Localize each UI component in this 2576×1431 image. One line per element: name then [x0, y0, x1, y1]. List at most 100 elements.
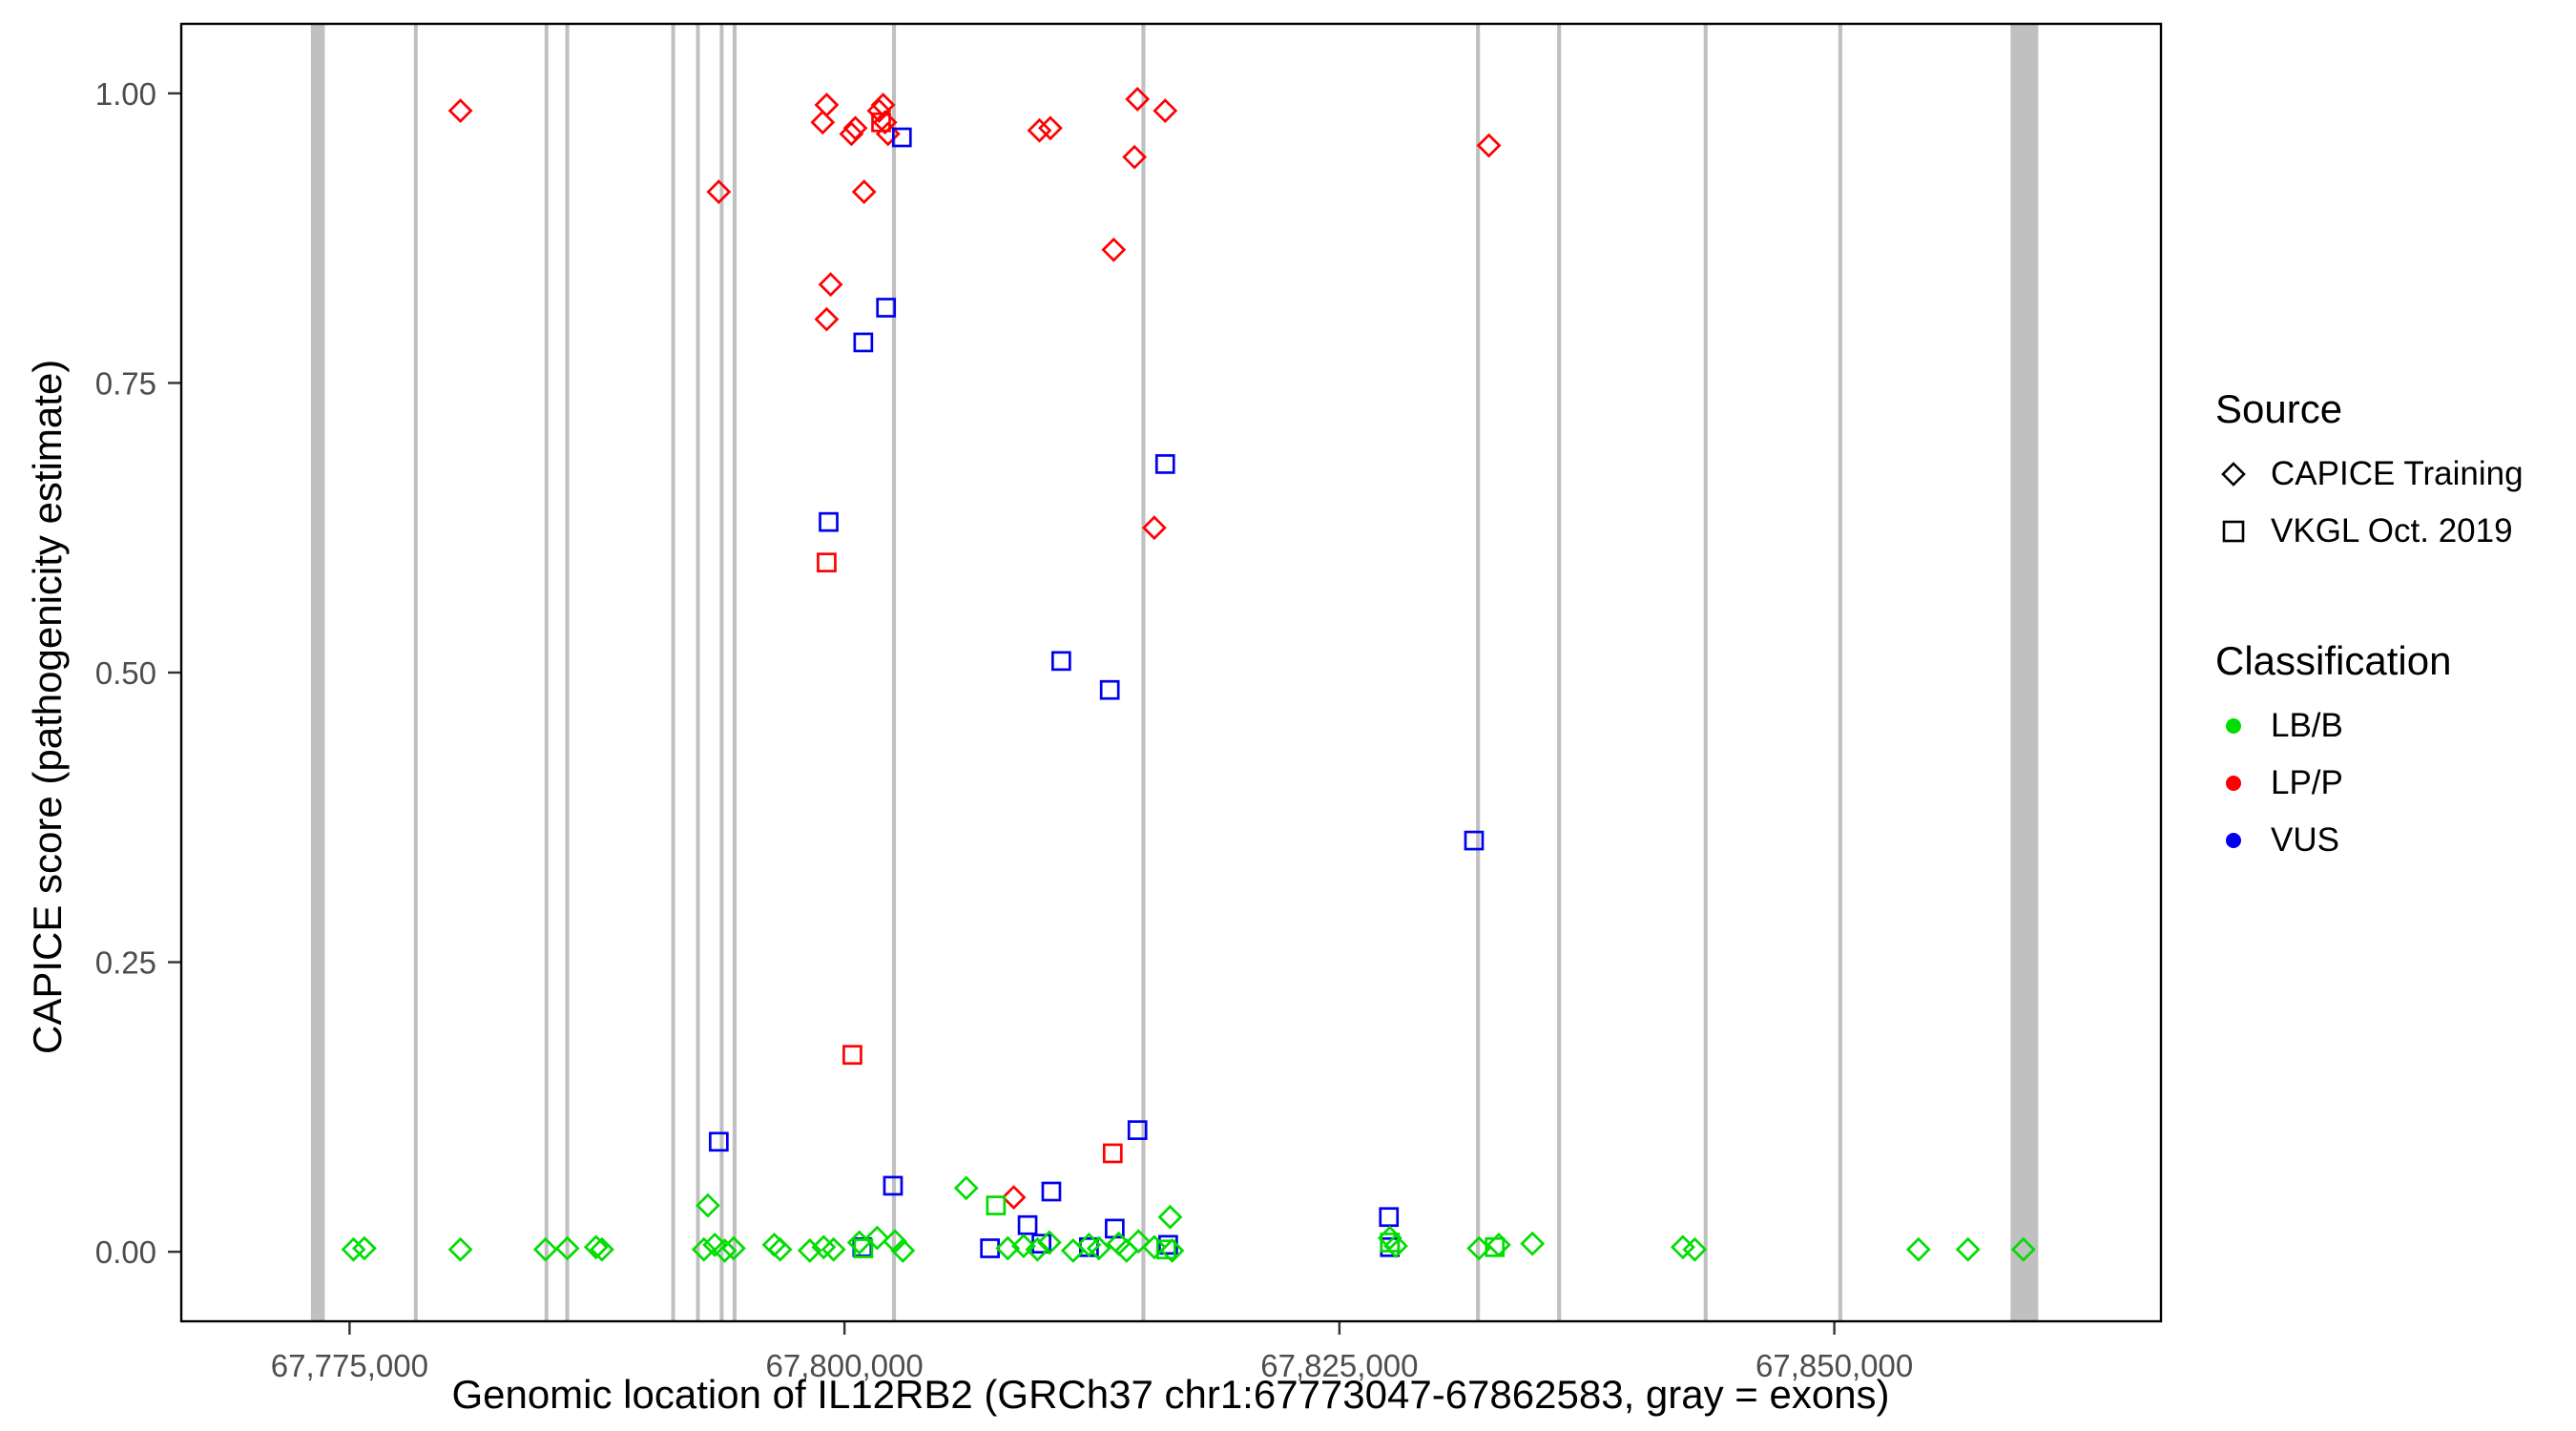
data-point-diamond [814, 93, 840, 117]
legend-classification-title: Classification [2215, 638, 2452, 683]
data-point-square [819, 511, 839, 532]
data-point-diamond [1011, 1234, 1036, 1258]
exon-bar [1703, 24, 1708, 1321]
data-point-square [1379, 1207, 1400, 1228]
data-point-diamond [1126, 1229, 1152, 1255]
data-point-diamond [447, 1236, 473, 1262]
data-point-diamond [814, 306, 840, 332]
legend-item-capice-training: CAPICE Training [2215, 455, 2568, 493]
x-tick-label: 67,825,000 [1260, 1348, 1418, 1383]
legend-label-vkgl: VKGL Oct. 2019 [2271, 512, 2513, 550]
data-point-diamond [839, 121, 864, 147]
data-point-square [1464, 830, 1485, 851]
exon-bar [1838, 24, 1842, 1321]
data-point-diamond [1027, 117, 1052, 143]
data-point-square [842, 1045, 862, 1066]
data-point-diamond [696, 1192, 720, 1218]
exon-bar [1557, 24, 1562, 1321]
data-point-square [1485, 1236, 1506, 1257]
data-point-diamond [810, 110, 836, 135]
data-point-square [1155, 1239, 1176, 1260]
data-point-diamond [818, 272, 843, 298]
data-point-diamond [721, 1235, 746, 1261]
exon-bar [732, 24, 737, 1321]
data-point-diamond [1905, 1236, 1931, 1262]
data-point-diamond [846, 1230, 872, 1255]
data-point-diamond [767, 1236, 793, 1262]
data-point-diamond [1520, 1231, 1546, 1256]
data-point-square [1050, 651, 1071, 672]
x-axis-title: Genomic location of IL12RB2 (GRCh37 chr1… [451, 1372, 1890, 1417]
data-point-diamond [1383, 1234, 1408, 1258]
data-point-diamond [1955, 1236, 1981, 1262]
data-point-diamond [1153, 98, 1178, 123]
exon-bar [1476, 24, 1481, 1321]
data-point-square [986, 1195, 1007, 1215]
green-dot-icon [2226, 718, 2241, 734]
data-point-diamond [554, 1235, 580, 1261]
y-tick-label: 0.50 [95, 655, 156, 691]
legend-item-lbb: LB/B [2215, 707, 2568, 745]
data-point-square [709, 1131, 729, 1152]
red-dot-icon [2226, 776, 2241, 791]
x-tick-label: 67,800,000 [766, 1348, 924, 1383]
data-point-diamond [2010, 1236, 2036, 1262]
exon-bar [696, 24, 700, 1321]
data-point-diamond [842, 115, 868, 141]
data-point-diamond [447, 98, 473, 123]
blue-dot-icon [2226, 833, 2241, 848]
data-point-diamond [1113, 1238, 1139, 1263]
y-tick-label: 1.00 [95, 76, 156, 112]
y-axis-title: CAPICE score (pathogenicity estimate) [25, 359, 70, 1054]
data-point-square [1127, 1120, 1148, 1140]
exon-bar [2010, 24, 2039, 1321]
data-point-diamond [1122, 144, 1148, 170]
data-point-diamond [1125, 87, 1151, 112]
exon-bar [310, 24, 325, 1321]
square-marker-icon [2222, 520, 2245, 543]
data-point-diamond [1157, 1204, 1183, 1230]
data-point-square [853, 332, 874, 353]
data-point-square [891, 127, 912, 148]
data-point-diamond [1036, 1230, 1062, 1255]
x-tick-label: 67,775,000 [271, 1348, 428, 1383]
data-point-diamond [706, 179, 732, 204]
legend-source-title: Source [2215, 386, 2343, 431]
data-point-diamond [1141, 1234, 1167, 1260]
legend-label-lbb: LB/B [2271, 707, 2343, 744]
data-point-square [1380, 1233, 1401, 1253]
data-point-diamond [1001, 1185, 1027, 1210]
legend: Source CAPICE Training VKGL Oct. 2019 Cl… [2215, 386, 2568, 879]
data-point-square [1102, 1143, 1123, 1164]
data-point-diamond [1101, 237, 1127, 262]
data-point-diamond [890, 1238, 916, 1263]
exon-bar [544, 24, 549, 1321]
data-point-diamond [1038, 115, 1063, 141]
data-point-diamond [1141, 515, 1167, 541]
legend-label-capice-training: CAPICE Training [2271, 455, 2524, 492]
data-point-diamond [864, 1225, 890, 1251]
data-point-square [876, 298, 897, 318]
exon-bar [413, 24, 418, 1321]
y-tick-label: 0.75 [95, 365, 156, 401]
data-point-diamond [691, 1236, 717, 1262]
exon-bar [565, 24, 570, 1321]
legend-item-vkgl: VKGL Oct. 2019 [2215, 512, 2568, 550]
exon-bar [1141, 24, 1146, 1321]
data-point-diamond [1086, 1235, 1111, 1261]
data-point-square [1154, 454, 1175, 474]
data-point-square [1041, 1181, 1062, 1202]
plot-panel-border [179, 22, 2163, 1323]
data-point-diamond [341, 1236, 366, 1262]
data-point-square [871, 112, 891, 133]
exon-bar [891, 24, 897, 1321]
legend-group-source: Source CAPICE Training VKGL Oct. 2019 [2215, 386, 2568, 550]
exon-bar [719, 24, 724, 1321]
data-point-diamond [1476, 133, 1502, 158]
legend-group-classification: Classification LB/B LP/P VUS [2215, 638, 2568, 860]
legend-label-vus: VUS [2271, 821, 2339, 859]
x-tick-label: 67,850,000 [1755, 1348, 1913, 1383]
data-point-diamond [1025, 1236, 1050, 1262]
data-point-diamond [866, 98, 892, 123]
